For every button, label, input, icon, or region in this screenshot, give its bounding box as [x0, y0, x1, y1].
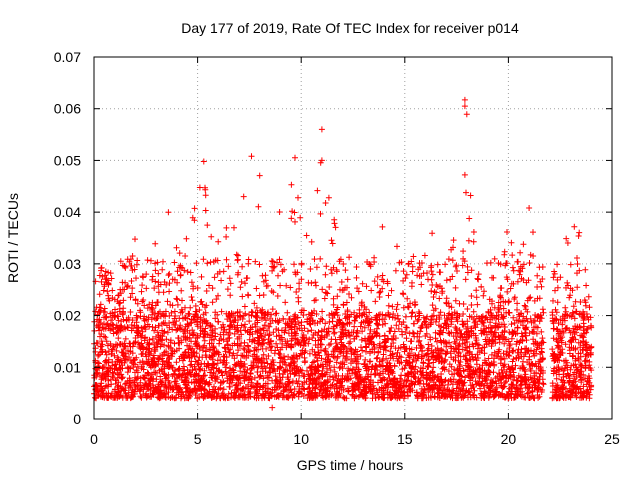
y-tick-label: 0.03: [54, 256, 81, 272]
chart-title: Day 177 of 2019, Rate Of TEC Index for r…: [181, 20, 519, 36]
data-points: [91, 96, 595, 411]
plot-frame: [93, 56, 613, 420]
y-tick-label: 0.01: [54, 359, 81, 375]
series-markers: [91, 96, 595, 411]
y-tick-labels: 0 0.01 0.02 0.03 0.04 0.05 0.06 0.07: [54, 49, 81, 427]
x-tick-label: 10: [293, 431, 309, 447]
x-tick-label: 25: [604, 431, 620, 447]
y-tick-label: 0: [73, 411, 81, 427]
y-tick-label: 0.05: [54, 152, 81, 168]
x-tick-label: 0: [90, 431, 98, 447]
x-tick-label: 20: [501, 431, 517, 447]
x-tick-label: 15: [397, 431, 413, 447]
axis-ticks: [93, 56, 613, 420]
gridlines: [94, 57, 612, 419]
x-axis-label: GPS time / hours: [297, 457, 404, 473]
x-tick-label: 5: [194, 431, 202, 447]
y-tick-label: 0.06: [54, 101, 81, 117]
y-tick-label: 0.07: [54, 49, 81, 65]
x-tick-labels: 0 5 10 15 20 25: [90, 431, 620, 447]
y-tick-label: 0.02: [54, 308, 81, 324]
y-tick-label: 0.04: [54, 204, 81, 220]
y-axis-label: ROTI / TECUs: [5, 193, 21, 283]
